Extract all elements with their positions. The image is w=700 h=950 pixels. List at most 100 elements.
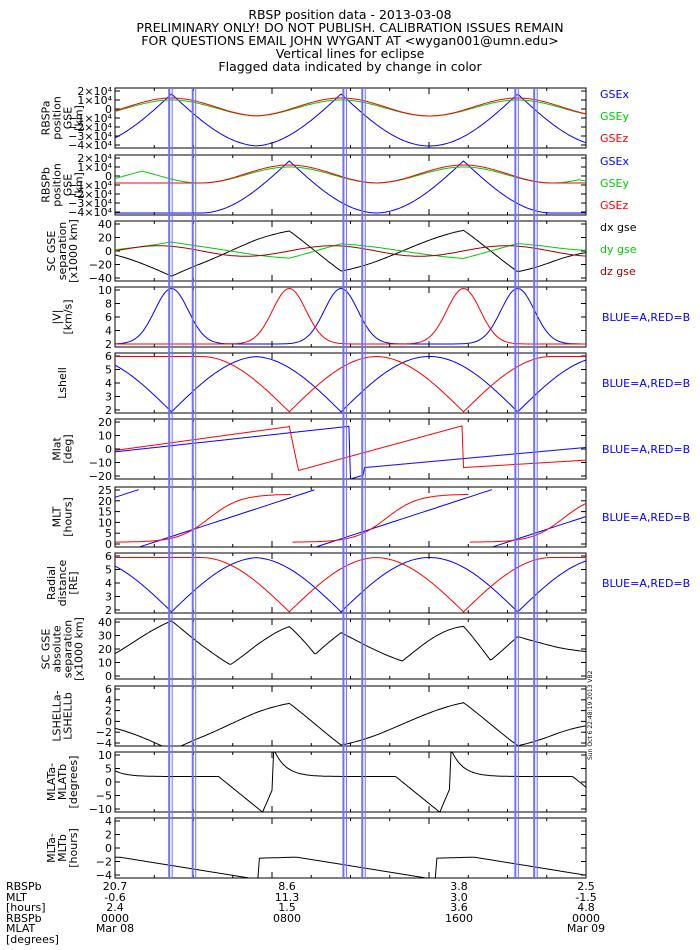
y-tick-label: 5 <box>105 527 112 540</box>
y-tick-label: 20 <box>98 232 112 245</box>
y-tick-label: 10 <box>98 749 112 762</box>
y-axis-label: SC GSEabsoluteseparation[x1000 km] <box>40 617 86 681</box>
title-line-1: RBSP position data - 2013-03-08 <box>248 7 452 22</box>
y-tick-label: 4 <box>105 694 112 707</box>
y-tick-label: 10 <box>98 657 112 670</box>
y-axis-label: MLATa-MLATb[degrees] <box>45 756 80 809</box>
footer-value: 20.7 <box>102 880 128 893</box>
y-axis-label: SC GSEseparation[x1000 km] <box>45 219 80 283</box>
y-tick-label: −2×10⁴ <box>68 188 112 201</box>
y-axis-label: MLT[hours] <box>51 497 75 537</box>
series-b <box>115 494 587 543</box>
y-tick-label: 6 <box>105 683 112 696</box>
y-tick-label: −5 <box>96 790 112 803</box>
footer-col-4: 2.5 -1.5 4.8 0000 Mar 09 <box>556 880 616 935</box>
y-axis-label: Mlat[deg] <box>51 434 75 463</box>
legend-entry: GSEz <box>600 132 628 145</box>
y-tick-label: 2 <box>105 705 112 718</box>
y-tick-label: 2 <box>105 404 112 417</box>
y-tick-label: −20 <box>89 259 112 272</box>
y-tick-label: 20 <box>98 495 112 508</box>
footer-value: 2.5 <box>577 880 595 893</box>
y-tick-label: 15 <box>98 506 112 519</box>
footer-col-2: 8.6 11.3 1.5 0800 <box>257 880 317 924</box>
y-tick-label: 25 <box>98 484 112 497</box>
y-tick-label: 0 <box>105 842 112 855</box>
y-tick-label: 6 <box>105 350 112 363</box>
footer-col-3: 3.8 3.0 3.6 1600 <box>429 880 489 925</box>
y-tick-label: 2×10⁴ <box>77 152 112 165</box>
y-axis-label: Radialdistance[RE] <box>45 559 80 606</box>
footer-row-labels: RBSPb MLT [hours] RBSPb MLAT [degrees] <box>6 880 59 946</box>
legend-note: BLUE=A,RED=B <box>602 443 690 456</box>
y-tick-label: 2×10⁴ <box>77 85 112 98</box>
legend-entry: dy gse <box>600 243 637 256</box>
footer-value: 1.5 <box>278 901 296 914</box>
y-tick-label: 2 <box>105 829 112 842</box>
y-axis-label: LSHELLa-LSHELLb <box>51 690 75 741</box>
legend-entry: GSEy <box>600 177 629 190</box>
y-tick-label: −1×10⁴ <box>68 179 112 192</box>
footer-time: 0000 <box>572 911 600 925</box>
y-tick-label: 40 <box>98 616 112 629</box>
footer-value: -0.6 <box>104 890 126 904</box>
y-tick-label: 5 <box>105 364 112 377</box>
panel-2: 2×10⁴1×10⁴0−1×10⁴−2×10⁴−3×10⁴−4×10⁴RBSPb… <box>40 152 630 219</box>
timestamp-stamp: Sun Oct 6 22:48:19 2013 VB2 <box>587 670 594 760</box>
y-tick-label: 4 <box>105 815 112 828</box>
y-tick-label: 4 <box>105 577 112 590</box>
y-tick-label: 20 <box>98 643 112 656</box>
y-tick-label: 0 <box>105 715 112 728</box>
y-tick-label: 5 <box>105 763 112 776</box>
footer-time: 1600 <box>445 911 473 925</box>
y-axis-label: Lshell <box>56 367 69 399</box>
y-tick-label: 0 <box>105 103 112 116</box>
y-tick-label: 5 <box>105 564 112 577</box>
footer-value: -1.5 <box>575 890 597 904</box>
y-axis-label: RBSPapositionGSE[km] <box>40 96 86 140</box>
y-tick-label: 8 <box>105 298 112 311</box>
footer-value: 8.6 <box>278 880 296 893</box>
y-axis-label: |V|[km/s] <box>51 299 75 334</box>
y-tick-label: 3 <box>105 391 112 404</box>
panel-12: 420−2−4 MLTa-MLTb[hours] <box>45 815 587 882</box>
footer-value: 4.8 <box>577 901 595 914</box>
y-tick-label: 1×10⁴ <box>77 94 112 107</box>
y-tick-label: 0 <box>105 538 112 551</box>
y-tick-label: −2×10⁴ <box>68 121 112 134</box>
legend-entry: dx gse <box>600 221 637 234</box>
y-tick-label: 10 <box>98 516 112 529</box>
footer-value: 3.8 <box>450 880 468 893</box>
y-tick-label: 6 <box>105 311 112 324</box>
title-line-4: Vertical lines for eclipse <box>275 46 425 61</box>
y-tick-label: 10 <box>98 284 112 297</box>
y-axis-label: MLTa-MLTb[hours] <box>45 828 80 868</box>
y-tick-label: −4×10⁴ <box>68 206 112 219</box>
y-tick-label: −10 <box>89 803 112 816</box>
legend-entry: GSEx <box>600 88 629 101</box>
series-a <box>114 489 587 548</box>
y-tick-label: 10 <box>98 430 112 443</box>
y-tick-label: 0 <box>105 776 112 789</box>
title-line-3: FOR QUESTIONS EMAIL JOHN WYGANT AT <wyga… <box>141 33 559 48</box>
y-tick-label: 6 <box>105 550 112 563</box>
figure-header: RBSP position data - 2013-03-08 PRELIMIN… <box>0 8 700 73</box>
y-tick-label: 20 <box>98 416 112 429</box>
y-tick-label: −4×10⁴ <box>68 139 112 152</box>
y-tick-label: 0 <box>105 245 112 258</box>
y-tick-label: 4 <box>105 377 112 390</box>
y-tick-label: −3×10⁴ <box>68 197 112 210</box>
y-tick-label: 0 <box>105 443 112 456</box>
legend-entry: GSEz <box>600 199 628 212</box>
footer-value: 3.0 <box>450 890 468 904</box>
y-tick-label: −4 <box>96 737 112 750</box>
y-tick-label: −20 <box>89 470 112 483</box>
axis-footer: RBSPb MLT [hours] RBSPb MLAT [degrees] 2… <box>0 880 700 950</box>
legend-entry: GSEy <box>600 110 629 123</box>
